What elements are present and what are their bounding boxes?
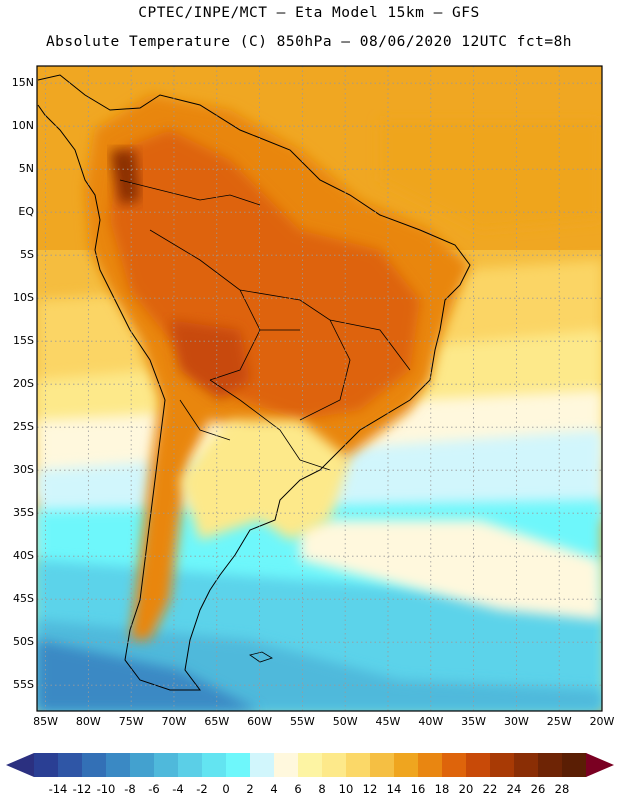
colorbar-tick-label: 22: [482, 782, 498, 796]
colorbar-tick-label: -6: [148, 782, 160, 796]
lat-label: 10S: [13, 291, 34, 305]
field-cold-sw: [37, 640, 260, 711]
andes-hot: [110, 150, 140, 205]
colorbar-tick-label: 20: [458, 782, 474, 796]
lat-label: 10N: [11, 119, 34, 133]
colorbar-tick-label: -4: [172, 782, 184, 796]
colorbar-cell: [82, 753, 107, 777]
colorbar-cell: [250, 753, 275, 777]
colorbar-low-arrow: [6, 753, 34, 777]
lat-label: 15S: [13, 334, 34, 348]
colorbar-tick-label: -8: [124, 782, 136, 796]
lat-label: 35S: [13, 506, 34, 520]
lon-label: 55W: [289, 715, 315, 728]
lon-label: 75W: [118, 715, 144, 728]
continent-hot-spot: [170, 320, 250, 400]
colorbar-tick-label: 16: [410, 782, 426, 796]
colorbar-cell: [490, 753, 515, 777]
lon-label: 25W: [546, 715, 572, 728]
lat-label: 5N: [18, 162, 34, 176]
coastline: [37, 74, 471, 691]
colorbar-cell: [442, 753, 467, 777]
colorbar-tick-label: -2: [196, 782, 208, 796]
lon-label: 80W: [75, 715, 101, 728]
colorbar-cell: [466, 753, 491, 777]
lat-label: 25S: [13, 420, 34, 434]
falkland-islands: [249, 651, 273, 663]
colorbar-tick-label: 18: [434, 782, 450, 796]
colorbar-tick-label: 28: [554, 782, 570, 796]
colorbar-tick-label: 10: [338, 782, 354, 796]
colorbar-tick-label: -10: [96, 782, 116, 796]
lon-label: 65W: [204, 715, 230, 728]
lon-label: 20W: [589, 715, 615, 728]
colorbar-tick-label: 8: [318, 782, 326, 796]
colorbar-tick-label: 6: [294, 782, 302, 796]
colorbar-cell: [34, 753, 59, 777]
lat-label: 50S: [13, 635, 34, 649]
colorbar-cell: [346, 753, 371, 777]
colorbar-cell: [538, 753, 563, 777]
colorbar: [6, 753, 614, 777]
colorbar-cell: [418, 753, 443, 777]
lat-label: 30S: [13, 463, 34, 477]
lon-label: 30W: [503, 715, 529, 728]
lat-label: 45S: [13, 592, 34, 606]
colorbar-cell: [106, 753, 131, 777]
colorbar-cell: [274, 753, 299, 777]
colorbar-cell: [322, 753, 347, 777]
colorbar-high-arrow: [586, 753, 614, 777]
colorbar-tick-label: 24: [506, 782, 522, 796]
map-title-line2: Absolute Temperature (C) 850hPa – 08/06/…: [45, 34, 573, 50]
colorbar-tick-label: 0: [222, 782, 230, 796]
colorbar-cell: [154, 753, 179, 777]
lon-label: 35W: [461, 715, 487, 728]
colorbar-cell: [514, 753, 539, 777]
colorbar-cell: [370, 753, 395, 777]
lon-label: 45W: [375, 715, 401, 728]
colorbar-cell: [226, 753, 251, 777]
colorbar-cell: [562, 753, 587, 777]
colorbar-cell: [58, 753, 83, 777]
colorbar-cell: [298, 753, 323, 777]
lon-label: 85W: [33, 715, 58, 728]
southern-cone-pale: [180, 420, 350, 540]
lat-label: 55S: [13, 678, 34, 692]
colorbar-cell: [394, 753, 419, 777]
colorbar-tick-label: -12: [72, 782, 92, 796]
colorbar-cell: [202, 753, 227, 777]
lat-label: 40S: [13, 549, 34, 563]
field-pale-tongue: [300, 520, 602, 620]
colorbar-tick-label: 4: [270, 782, 278, 796]
lat-label: 5S: [20, 248, 34, 262]
lon-label: 60W: [247, 715, 272, 728]
lat-label: 20S: [13, 377, 34, 391]
colorbar-tick-label: 2: [246, 782, 254, 796]
colorbar-cell: [130, 753, 155, 777]
lat-label: EQ: [18, 205, 34, 219]
map-title-line1: CPTEC/INPE/MCT – Eta Model 15km – GFS: [138, 5, 480, 21]
colorbar-tick-label: 14: [386, 782, 402, 796]
colorbar-tick-label: -14: [48, 782, 68, 796]
lat-label: 15N: [11, 76, 34, 90]
lon-label: 40W: [418, 715, 444, 728]
colorbar-tick-label: 12: [362, 782, 378, 796]
colorbar-cell: [178, 753, 203, 777]
colorbar-tick-label: 26: [530, 782, 546, 796]
country-borders: [119, 179, 411, 471]
lon-label: 70W: [161, 715, 187, 728]
field-north-atlantic-warm: [380, 120, 602, 230]
map-frame: [36, 65, 603, 712]
lon-label: 50W: [332, 715, 358, 728]
